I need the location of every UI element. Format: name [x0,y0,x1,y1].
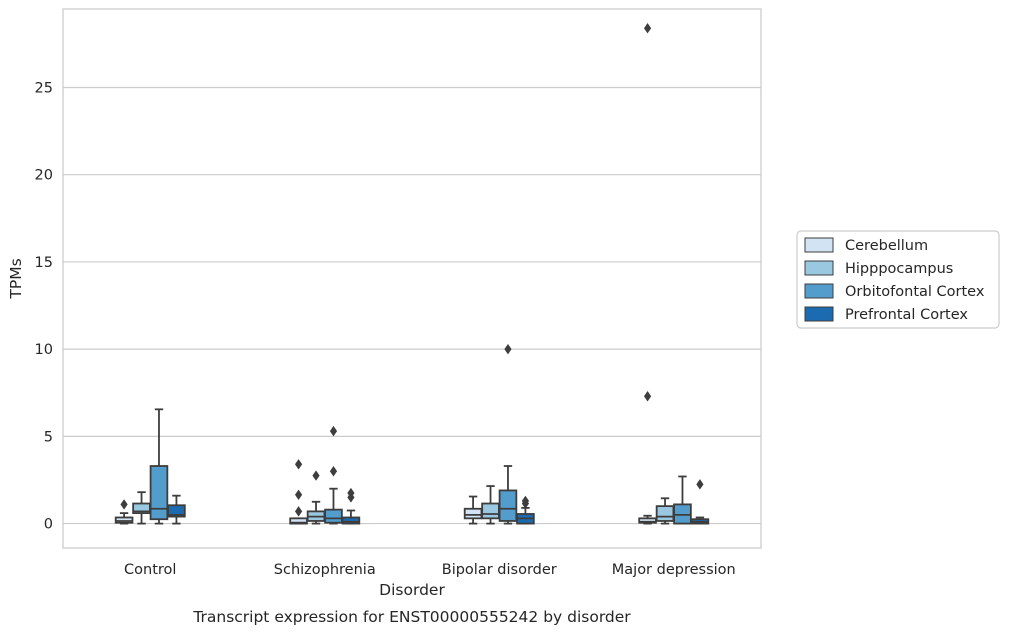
x-tick-label: Bipolar disorder [442,562,557,578]
legend-label: Hipppocampus [845,261,953,277]
box-2-1 [481,485,500,525]
box-0-1 [132,491,151,525]
legend-swatch [804,283,834,299]
box-body [149,465,169,521]
outlier-point [120,499,128,510]
outlier-point [696,479,704,490]
box-2-3 [516,495,535,525]
outlier-point [643,391,652,402]
legend-swatch [804,237,834,253]
box-0-2 [149,408,169,525]
y-tick-labels: 0 5 10 15 20 25 [35,80,53,532]
box-2-0 [463,495,483,525]
outlier-point [294,506,303,517]
box-body [341,516,361,525]
box-3-3 [690,479,710,525]
legend-label: Cerebellum [845,238,928,254]
plot-frame [62,8,762,549]
legend-frame [796,230,1000,329]
y-tick-label: 10 [35,342,53,358]
y-tick-label: 0 [44,517,53,533]
box-body [463,507,483,520]
x-tick-label: Control [124,562,176,578]
outlier-point [521,495,530,507]
x-tick-label: Major depression [612,562,736,578]
outlier-point [504,343,512,355]
y-tick-label: 5 [44,429,53,445]
box-1-2 [324,425,343,525]
outlier-point [329,425,338,437]
box-1-1 [306,470,326,525]
outlier-point [347,487,355,499]
box-body [655,505,675,522]
box-body [481,502,500,520]
box-body [498,489,518,522]
x-axis-label: Disorder [379,581,445,599]
gridlines [63,86,761,525]
outlier-point [643,22,652,34]
outlier-point [312,470,320,481]
box-0-0 [114,499,134,525]
outlier-point [329,466,338,477]
outlier-point [294,489,303,500]
box-body [167,504,186,518]
legend-label: Prefrontal Cortex [845,307,968,323]
legend-label: Orbitofontal Cortex [845,284,985,300]
box-3-0 [638,22,657,525]
x-tick-label: Schizophrenia [274,562,376,578]
legend-swatch [804,260,834,276]
y-tick-label: 15 [35,255,53,271]
box-3-1 [655,497,675,525]
y-tick-label: 20 [35,168,53,184]
outlier-point [294,459,303,470]
box-1-3 [341,487,361,525]
x-tick-labels: Control Schizophrenia Bipolar disorder Majo… [124,562,736,578]
box-body [324,508,343,524]
y-axis-label: TPMs [7,258,25,299]
legend-swatch [804,306,834,322]
box-1-0 [289,459,308,525]
chart-caption: Transcript expression for ENST0000055524… [192,608,631,626]
y-tick-label: 25 [35,80,53,96]
legend: Cerebellum Hipppocampus Orbitofontal Corte… [796,230,1000,329]
box-0-3 [167,494,186,525]
boxes [114,22,710,525]
box-2-2 [498,343,518,525]
box-3-2 [673,475,692,525]
